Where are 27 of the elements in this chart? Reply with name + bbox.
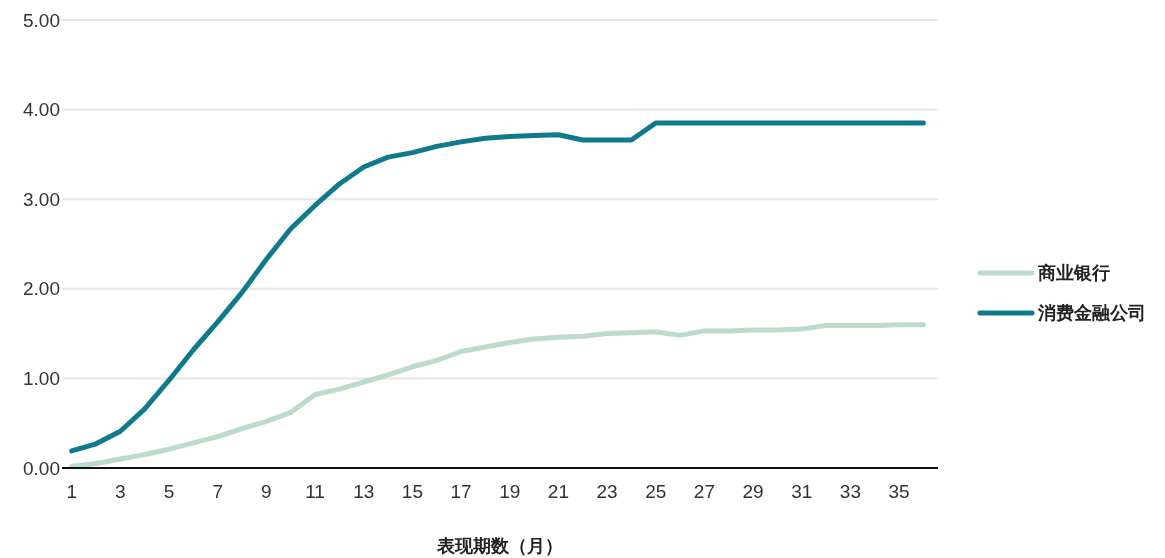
y-tick-label: 5.00 bbox=[23, 9, 60, 31]
x-tick-label: 9 bbox=[261, 481, 272, 502]
x-tick-label: 31 bbox=[791, 481, 813, 502]
x-tick-label: 11 bbox=[305, 481, 325, 502]
legend-label: 消费金融公司 bbox=[1037, 303, 1146, 324]
x-tick-label: 35 bbox=[888, 481, 910, 502]
x-tick-label: 3 bbox=[115, 481, 126, 502]
y-tick-label: 4.00 bbox=[23, 99, 60, 121]
x-tick-label: 1 bbox=[66, 481, 78, 502]
x-tick-label: 13 bbox=[353, 481, 375, 502]
x-tick-label: 23 bbox=[596, 481, 618, 502]
y-tick-label: 3.00 bbox=[23, 188, 60, 210]
x-tick-label: 7 bbox=[212, 481, 224, 502]
x-tick-label: 21 bbox=[547, 481, 569, 502]
x-tick-label: 15 bbox=[401, 481, 423, 502]
x-tick-label: 33 bbox=[839, 481, 861, 502]
y-tick-label: 2.00 bbox=[23, 278, 60, 300]
x-tick-label: 17 bbox=[450, 481, 472, 502]
x-tick-label: 29 bbox=[742, 481, 764, 502]
legend-label: 商业银行 bbox=[1037, 263, 1110, 284]
x-tick-label: 25 bbox=[645, 481, 667, 502]
x-tick-label: 19 bbox=[499, 481, 521, 502]
x-axis-title: 表现期数（月） bbox=[436, 536, 563, 556]
x-tick-label: 5 bbox=[163, 481, 175, 502]
y-tick-label: 1.00 bbox=[23, 368, 60, 390]
y-tick-label: 0.00 bbox=[23, 457, 60, 479]
x-tick-label: 27 bbox=[693, 481, 715, 502]
